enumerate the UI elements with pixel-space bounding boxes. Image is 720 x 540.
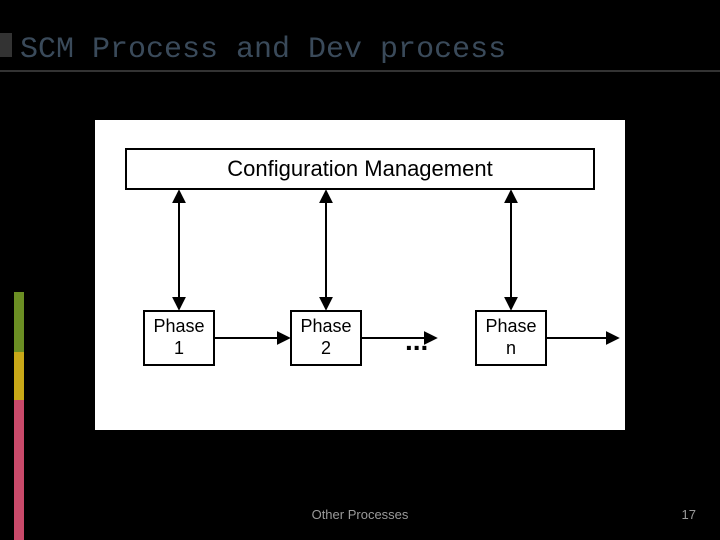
diagram-arrows [95,120,625,430]
accent-stripe-segment [14,352,24,400]
title-bar: SCM Process and Dev process [0,30,720,72]
accent-stripe-segment [14,400,24,540]
diagram-area: Configuration Management Phase1Phase2Pha… [95,120,625,430]
ellipsis: ... [405,325,428,357]
phase-box-3: Phasen [475,310,547,366]
phase-number: 1 [174,338,184,360]
phase-label: Phase [485,316,536,338]
page-number: 17 [682,507,696,522]
phase-box-2: Phase2 [290,310,362,366]
phase-number: 2 [321,338,331,360]
phase-label: Phase [153,316,204,338]
footer-text: Other Processes [312,507,409,522]
accent-stripe [14,292,24,540]
phase-box-1: Phase1 [143,310,215,366]
phase-number: n [506,338,516,360]
phase-label: Phase [300,316,351,338]
title-tab-accent [0,33,12,57]
accent-stripe-segment [14,292,24,352]
slide-title: SCM Process and Dev process [20,33,506,67]
